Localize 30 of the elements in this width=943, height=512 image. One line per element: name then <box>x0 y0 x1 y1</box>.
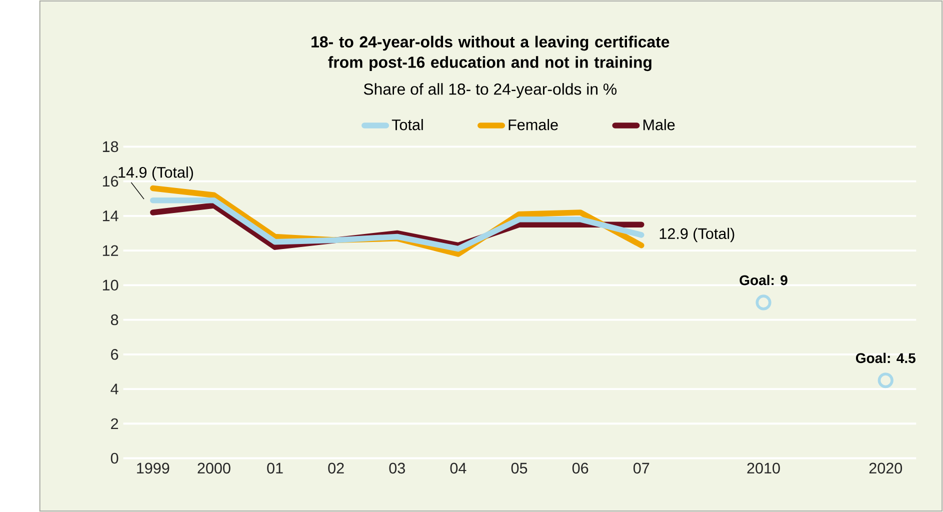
x-tick-label: 06 <box>572 462 588 474</box>
x-tick-label: 2020 <box>869 462 902 474</box>
x-tick-label: 02 <box>328 462 344 474</box>
x-tick-label: 1999 <box>137 462 170 474</box>
y-tick-label: 0 <box>110 452 118 464</box>
y-tick-label: 18 <box>102 141 118 152</box>
legend-label: Male <box>644 119 675 130</box>
y-tick-label: 14 <box>102 210 118 222</box>
chart-title: 18- to 24-year-olds without a leaving certificate from post-16 education and not in training <box>312 36 670 72</box>
y-tick-label: 12 <box>102 245 118 256</box>
annotation: Goal: 9 <box>740 274 788 286</box>
y-tick-label: 16 <box>102 176 118 187</box>
x-tick-label: 07 <box>633 462 650 474</box>
x-tick-label: 2000 <box>198 462 230 474</box>
annotation: 14.9 (Total) <box>118 166 193 181</box>
x-tick-label: 05 <box>511 462 528 474</box>
x-tick-label: 03 <box>389 462 405 474</box>
x-tick-label: 01 <box>267 462 283 474</box>
y-tick-label: 8 <box>110 314 118 326</box>
annotation: Goal: 4.5 <box>856 352 916 364</box>
y-tick-label: 6 <box>111 349 118 360</box>
legend-label: Female <box>508 119 558 130</box>
x-tick-label: 2010 <box>747 462 780 474</box>
x-tick-label: 04 <box>450 462 466 474</box>
y-tick-label: 4 <box>110 384 118 394</box>
annotation: 12.9 (Total) <box>660 228 734 242</box>
chart-subtitle: Share of all 18- to 24-year-olds in % <box>364 83 617 98</box>
legend-label: Total <box>392 119 423 130</box>
y-tick-label: 2 <box>111 418 118 429</box>
y-tick-label: 10 <box>102 280 118 291</box>
